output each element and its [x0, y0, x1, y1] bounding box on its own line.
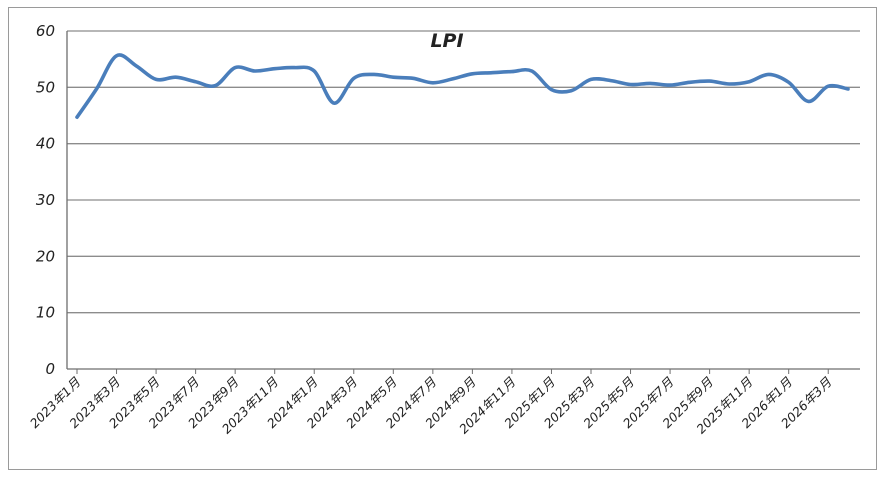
y-axis-ticks: 0 10 20 30 40 50 60 [36, 22, 55, 378]
data-point [747, 80, 751, 84]
data-point [708, 79, 712, 83]
data-point [569, 89, 573, 93]
data-point [253, 69, 257, 73]
data-point [273, 67, 277, 71]
data-point [95, 86, 99, 90]
data-point [372, 72, 376, 76]
y-tick-label: 0 [45, 360, 55, 378]
y-tick-label: 20 [36, 247, 55, 265]
data-point [688, 80, 692, 84]
data-point [174, 75, 178, 79]
y-tick-label: 60 [36, 22, 55, 40]
data-point [767, 72, 771, 76]
data-point [549, 88, 553, 92]
data-point [115, 54, 119, 58]
y-tick-label: 50 [36, 78, 55, 96]
data-point [806, 99, 810, 103]
data-point [826, 84, 830, 88]
data-point [431, 81, 435, 85]
data-point [194, 80, 198, 84]
y-tick-label: 40 [36, 135, 55, 153]
data-point [134, 64, 138, 68]
data-point [510, 70, 514, 74]
y-tick-label: 30 [36, 191, 55, 209]
gridlines [66, 30, 860, 370]
data-point [787, 80, 791, 84]
y-tick-label: 10 [36, 304, 55, 322]
data-point [154, 77, 158, 81]
data-point [490, 71, 494, 75]
data-point [411, 76, 415, 80]
chart-title: LPI [430, 30, 463, 52]
data-point [332, 101, 336, 105]
data-point [75, 115, 79, 119]
data-point [233, 66, 237, 70]
data-point [668, 83, 672, 87]
data-point [292, 66, 296, 70]
data-point [609, 79, 613, 83]
series-lines [75, 53, 850, 119]
data-point [530, 69, 534, 73]
data-point [213, 84, 217, 88]
data-point [629, 83, 633, 87]
x-axis-ticks: 2023年1月2023年3月2023年5月2023年7月2023年9月2023年… [27, 369, 835, 437]
data-point [312, 69, 316, 73]
data-point [727, 82, 731, 86]
data-point [391, 75, 395, 79]
data-point [648, 81, 652, 85]
data-point [589, 77, 593, 81]
data-point [846, 87, 850, 91]
data-point [451, 77, 455, 81]
data-point [352, 76, 356, 80]
data-point [470, 72, 474, 76]
series-line-0 [75, 53, 850, 119]
